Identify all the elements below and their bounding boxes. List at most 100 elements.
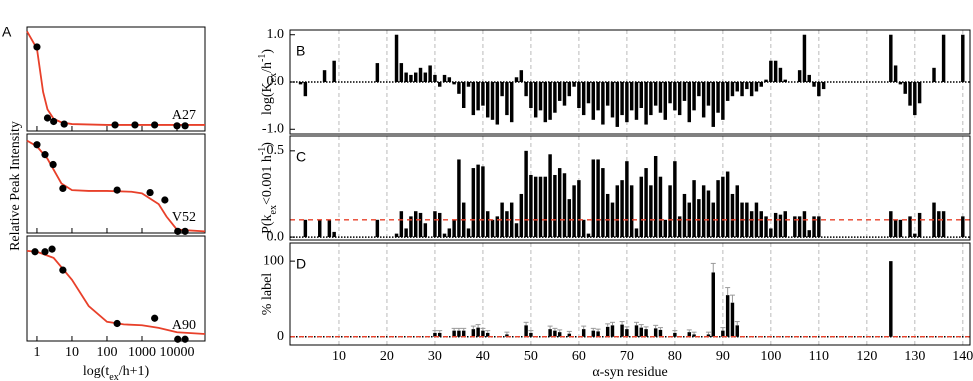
bar [649, 185, 653, 238]
bar [471, 168, 476, 238]
bar [457, 82, 461, 94]
data-point [174, 335, 182, 343]
data-point [113, 186, 121, 194]
data-point [49, 160, 57, 169]
y-axis-label-part: log(K [260, 82, 275, 115]
bar [543, 176, 548, 238]
bar [692, 82, 696, 111]
bar [548, 82, 552, 120]
bar [730, 82, 735, 97]
x-tick-label: 20 [380, 349, 394, 364]
bar [375, 219, 380, 238]
y-tick-label: 1.0 [267, 27, 285, 42]
bar [802, 211, 807, 238]
panel-label: C [296, 149, 306, 165]
bar [687, 82, 691, 123]
bar [605, 193, 610, 238]
bar [490, 82, 495, 120]
bar [903, 82, 907, 94]
bar [433, 332, 437, 337]
bar [471, 82, 476, 116]
bar [615, 185, 620, 238]
bar [908, 216, 912, 238]
bar [452, 330, 456, 337]
bar [754, 202, 759, 238]
bar [485, 211, 490, 238]
bar [509, 82, 514, 123]
y-tick-label: 0.5 [267, 143, 285, 158]
y-axis-label: P(kex<0.001 h-1) [257, 142, 279, 234]
bar [620, 180, 624, 238]
bar [476, 164, 480, 238]
bar [932, 202, 936, 238]
residue-label: A90 [172, 318, 196, 333]
bar [769, 228, 773, 238]
panel-frame [289, 29, 971, 135]
bar [557, 82, 562, 101]
bar [442, 74, 447, 82]
fit-curve [26, 30, 205, 126]
y-tick-label: -1.0 [262, 121, 284, 136]
bar [620, 82, 624, 116]
bar [476, 82, 480, 111]
bar [778, 67, 783, 82]
bar [687, 332, 691, 337]
bar [663, 82, 667, 120]
bar [629, 185, 634, 238]
bar [553, 330, 557, 337]
bar [428, 65, 432, 82]
bar [490, 219, 495, 238]
bar [917, 212, 922, 238]
bar [495, 82, 500, 125]
data-point [33, 141, 41, 149]
bar [538, 82, 543, 111]
bar [596, 82, 600, 111]
data-point [111, 121, 119, 129]
y-axis-label-part: % label [260, 273, 275, 315]
bar [529, 82, 533, 108]
bar [711, 82, 715, 127]
bar [452, 82, 456, 85]
bar [509, 202, 514, 238]
bar [625, 161, 629, 238]
bar [437, 212, 442, 238]
bar [706, 334, 711, 337]
bar [797, 216, 802, 238]
bar [404, 228, 408, 238]
bar [500, 82, 504, 97]
data-point [173, 122, 181, 130]
bar [409, 216, 413, 238]
x-tick-label: 120 [856, 349, 877, 364]
x-tick-label: 110 [809, 349, 829, 364]
bar [399, 63, 404, 82]
bar [730, 302, 735, 337]
bar [591, 330, 596, 337]
data-point [33, 43, 41, 51]
bar [303, 219, 308, 238]
x-axis-label: log(tex/h+1) [83, 364, 150, 381]
bar [783, 211, 787, 238]
bar [634, 228, 639, 238]
panel-label: A [2, 24, 12, 40]
bar [548, 329, 552, 337]
y-tick-label: 0.0 [267, 229, 285, 244]
bar [913, 82, 917, 116]
bar [529, 332, 533, 337]
y-axis-label-part: <0.001 h [260, 155, 275, 205]
bar [682, 193, 687, 238]
bar [610, 202, 615, 238]
x-tick-label: 100 [760, 349, 781, 364]
bar [586, 82, 591, 104]
y-axis-label: % label [260, 273, 275, 315]
x-tick-label: 80 [668, 349, 682, 364]
bar [553, 174, 557, 238]
bar [567, 333, 572, 337]
bar [581, 82, 586, 116]
subplot-frame [26, 133, 206, 234]
bar [577, 82, 581, 108]
bar [802, 34, 807, 82]
x-axis-label: α-syn residue [592, 365, 667, 380]
bar [735, 185, 739, 238]
bar [644, 168, 648, 238]
